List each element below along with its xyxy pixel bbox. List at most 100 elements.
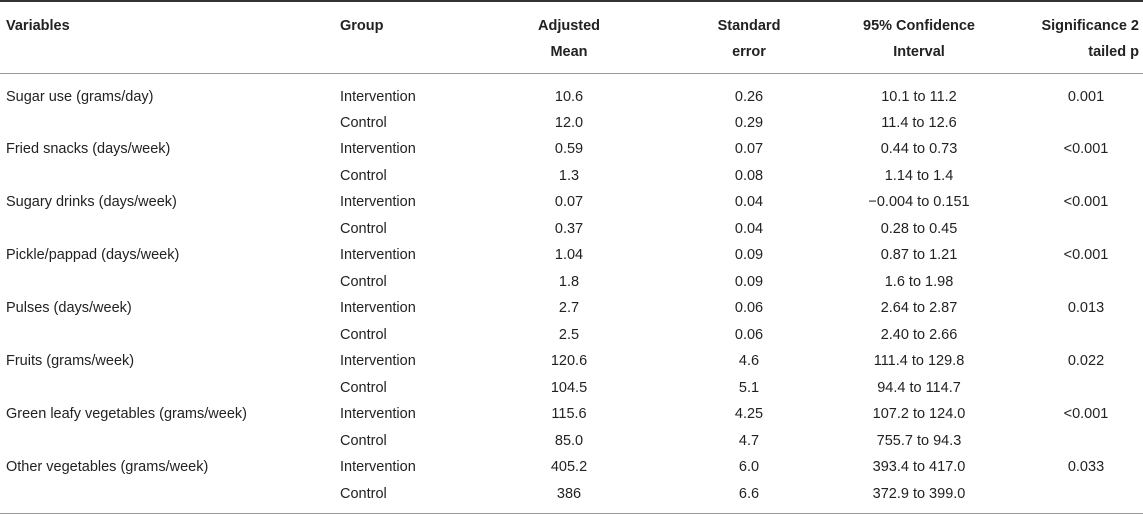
cell-adjusted-mean: 12.0 [554, 114, 584, 131]
cell-adjusted-mean: 405.2 [550, 459, 588, 476]
cell-variable: Sugar use (grams/day) [6, 88, 154, 105]
cell-confidence-interval: 0.28 to 0.45 [880, 220, 958, 237]
table-row: Sugar use (grams/day) Intervention 10.6 0.2… [0, 73, 1143, 110]
cell-standard-error: 0.04 [734, 194, 764, 211]
cell-confidence-interval: −0.004 to 0.151 [868, 194, 970, 211]
header-adjusted-mean: Adjusted Mean [479, 0, 659, 74]
cell-significance [999, 480, 1143, 514]
cell-variable [0, 110, 334, 137]
cell-variable [0, 269, 334, 296]
cell-variable: Fried snacks (days/week) [6, 141, 171, 158]
cell-confidence-interval: 372.9 to 399.0 [839, 480, 999, 514]
cell-variable: Sugary drinks (days/week) [6, 194, 177, 211]
cell-variable [0, 163, 334, 190]
table-row: Fried snacks (days/week) Intervention 0.59… [0, 136, 1143, 163]
cell-variable [0, 322, 334, 349]
cell-significance [999, 428, 1143, 455]
cell-standard-error: 0.07 [734, 141, 764, 158]
cell-standard-error: 0.29 [734, 114, 764, 131]
header-row: Variables Group Adjusted Mean Standard err… [0, 0, 1143, 74]
cell-group: Intervention [340, 88, 416, 105]
header-variables: Variables [0, 0, 334, 74]
cell-standard-error: 5.1 [738, 379, 760, 396]
cell-standard-error: 0.04 [734, 220, 764, 237]
cell-group: Control [340, 167, 387, 184]
cell-significance [999, 216, 1143, 243]
cell-standard-error: 0.09 [734, 247, 764, 264]
cell-standard-error: 6.6 [659, 480, 839, 514]
table-row: Control 0.37 0.04 0.28 to 0.45 [0, 216, 1143, 243]
cell-significance: <0.001 [1063, 247, 1109, 264]
cell-standard-error: 6.0 [738, 459, 760, 476]
header-confidence-interval: 95% Confidence Interval [839, 0, 999, 74]
cell-group: Control [340, 326, 387, 343]
table-row: Pulses (days/week) Intervention 2.7 0.06 2.6… [0, 295, 1143, 322]
cell-standard-error: 0.26 [734, 88, 764, 105]
table-row: Control 104.5 5.1 94.4 to 114.7 [0, 375, 1143, 402]
cell-variable: Other vegetables (grams/week) [6, 459, 209, 476]
table-row: Control 386 6.6 372.9 to 399.0 [0, 480, 1143, 514]
cell-confidence-interval: 393.4 to 417.0 [872, 459, 966, 476]
cell-confidence-interval: 0.87 to 1.21 [880, 247, 958, 264]
table-row: Control 12.0 0.29 11.4 to 12.6 [0, 110, 1143, 137]
cell-significance [999, 269, 1143, 296]
cell-confidence-interval: 10.1 to 11.2 [881, 88, 957, 105]
cell-confidence-interval: 1.6 to 1.98 [884, 273, 954, 290]
cell-group: Intervention [340, 247, 416, 264]
cell-standard-error: 4.7 [738, 432, 760, 449]
cell-adjusted-mean: 1.3 [558, 167, 580, 184]
cell-significance: 0.022 [1067, 353, 1105, 370]
table-row: Green leafy vegetables (grams/week) Inter… [0, 401, 1143, 428]
cell-variable: Pickle/pappad (days/week) [6, 247, 180, 264]
cell-group: Intervention [340, 353, 416, 370]
cell-standard-error: 4.6 [738, 353, 760, 370]
table-row: Control 85.0 4.7 755.7 to 94.3 [0, 428, 1143, 455]
cell-significance: <0.001 [1063, 141, 1109, 158]
cell-confidence-interval: 2.64 to 2.87 [880, 300, 958, 317]
cell-group: Control [340, 114, 387, 131]
cell-adjusted-mean: 115.6 [551, 406, 587, 423]
cell-adjusted-mean: 1.8 [558, 273, 580, 290]
cell-confidence-interval: 2.40 to 2.66 [880, 326, 958, 343]
table-body: Sugar use (grams/day) Intervention 10.6 0.2… [0, 73, 1143, 514]
cell-group: Control [340, 220, 387, 237]
cell-confidence-interval: 0.44 to 0.73 [880, 141, 958, 158]
table-row: Sugary drinks (days/week) Intervention 0.0… [0, 189, 1143, 216]
cell-significance [999, 110, 1143, 137]
table-header: Variables Group Adjusted Mean Standard err… [0, 0, 1143, 74]
cell-group: Control [340, 379, 387, 396]
cell-variable: Pulses (days/week) [6, 300, 132, 317]
cell-group: Control [334, 480, 479, 514]
cell-standard-error: 0.06 [734, 326, 764, 343]
cell-confidence-interval: 1.14 to 1.4 [884, 167, 954, 184]
cell-confidence-interval: 11.4 to 12.6 [881, 114, 957, 131]
cell-variable: Green leafy vegetables (grams/week) [6, 406, 247, 423]
cell-confidence-interval: 107.2 to 124.0 [872, 406, 966, 423]
cell-significance [999, 322, 1143, 349]
table-row: Pickle/pappad (days/week) Intervention 1.0… [0, 242, 1143, 269]
cell-significance: <0.001 [1063, 406, 1109, 423]
cell-adjusted-mean: 0.59 [554, 141, 584, 158]
table-row: Other vegetables (grams/week) Interventio… [0, 454, 1143, 481]
cell-standard-error: 0.08 [734, 167, 764, 184]
cell-group: Intervention [340, 459, 416, 476]
cell-adjusted-mean: 386 [479, 480, 659, 514]
cell-group: Intervention [340, 300, 416, 317]
cell-significance [999, 375, 1143, 402]
cell-significance: 0.001 [1067, 88, 1105, 105]
table-row: Control 2.5 0.06 2.40 to 2.66 [0, 322, 1143, 349]
cell-significance: <0.001 [1063, 194, 1109, 211]
cell-adjusted-mean: 104.5 [550, 379, 588, 396]
cell-adjusted-mean: 0.37 [554, 220, 584, 237]
cell-confidence-interval: 94.4 to 114.7 [877, 379, 961, 396]
cell-variable: Fruits (grams/week) [6, 353, 135, 370]
header-group: Group [334, 0, 479, 74]
cell-group: Intervention [340, 194, 416, 211]
cell-variable [0, 216, 334, 243]
cell-confidence-interval: 111.4 to 129.8 [873, 353, 965, 370]
cell-significance: 0.013 [1067, 300, 1105, 317]
cell-adjusted-mean: 10.6 [554, 88, 584, 105]
header-standard-error: Standard error [659, 0, 839, 74]
